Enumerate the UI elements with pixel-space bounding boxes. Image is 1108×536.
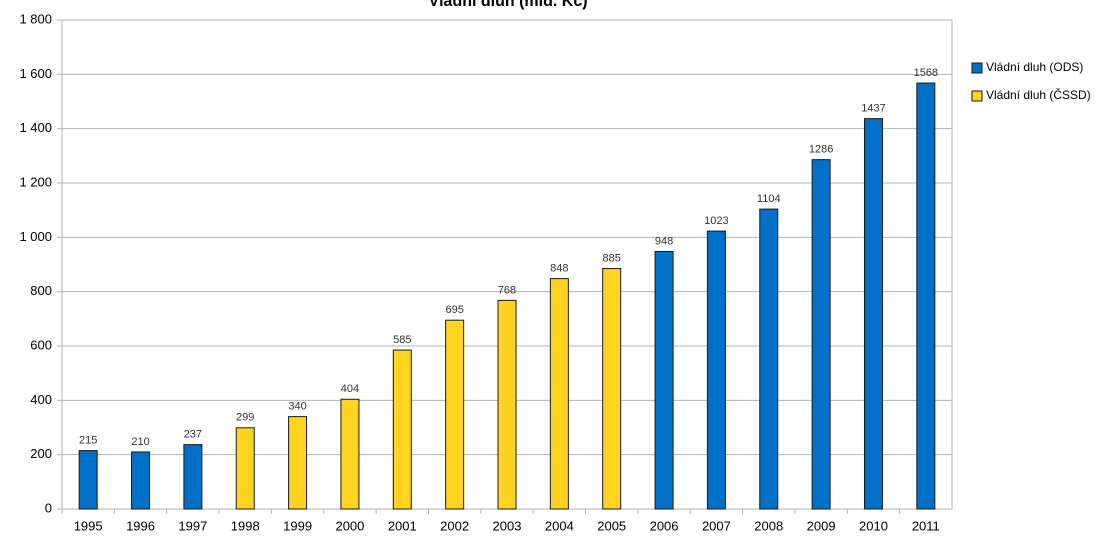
bar (759, 208, 779, 510)
bar (497, 299, 517, 510)
legend-swatch (971, 62, 983, 74)
x-tick-label: 2006 (650, 518, 679, 533)
bar (78, 450, 98, 510)
legend-swatch (971, 90, 983, 102)
data-label: 1568 (914, 67, 938, 79)
y-tick-label: 800 (30, 283, 52, 298)
x-tick-label: 1995 (74, 518, 103, 533)
data-label: 1286 (809, 144, 833, 156)
bar (445, 319, 465, 510)
x-tick-label: 1999 (283, 518, 312, 533)
x-tick-label: 2005 (597, 518, 626, 533)
bar (654, 250, 674, 510)
y-tick-label: 1 600 (19, 66, 52, 81)
data-label: 237 (184, 429, 202, 441)
x-tick-label: 2003 (493, 518, 522, 533)
data-label: 299 (236, 412, 254, 424)
x-tick-label: 2002 (440, 518, 469, 533)
data-label: 1104 (757, 193, 781, 205)
data-label: 215 (79, 434, 97, 446)
bar (235, 427, 255, 510)
bar (183, 444, 203, 510)
y-tick-label: 0 (45, 500, 52, 515)
x-tick-label: 1998 (231, 518, 260, 533)
x-tick-label: 1997 (178, 518, 207, 533)
y-tick-label: 1 200 (19, 174, 52, 189)
chart-title: Vládní dluh (mld. Kč) (428, 0, 587, 10)
bar (549, 278, 569, 510)
bar (706, 230, 726, 510)
data-label: 340 (288, 401, 306, 413)
x-tick-label: 2009 (807, 518, 836, 533)
y-tick-label: 200 (30, 446, 52, 461)
x-tick-label: 1996 (126, 518, 155, 533)
data-label: 948 (655, 235, 673, 247)
x-tick-label: 2001 (388, 518, 417, 533)
y-tick-label: 400 (30, 392, 52, 407)
data-label: 1437 (861, 103, 885, 115)
bar (288, 416, 308, 510)
bar (863, 118, 883, 510)
bar (131, 451, 151, 510)
bar (602, 268, 622, 510)
y-tick-label: 600 (30, 337, 52, 352)
bar (811, 159, 831, 510)
x-tick-label: 2007 (702, 518, 731, 533)
data-label: 210 (131, 436, 149, 448)
x-tick-label: 2000 (335, 518, 364, 533)
data-label: 768 (498, 284, 516, 296)
data-label: 885 (603, 252, 621, 264)
legend-label: Vládní dluh (ODS) (986, 60, 1083, 74)
x-tick-label: 2008 (754, 518, 783, 533)
data-label: 848 (550, 263, 568, 275)
y-tick-label: 1 400 (19, 120, 52, 135)
data-label: 695 (445, 304, 463, 316)
data-label: 1023 (704, 215, 728, 227)
bar (340, 398, 360, 510)
x-tick-label: 2010 (859, 518, 888, 533)
data-label: 404 (341, 383, 359, 395)
bar (392, 349, 412, 510)
bar (916, 82, 936, 510)
x-tick-label: 2004 (545, 518, 574, 533)
y-tick-label: 1 000 (19, 229, 52, 244)
y-tick-label: 1 800 (19, 11, 52, 26)
x-tick-label: 2011 (912, 518, 940, 533)
data-label: 585 (393, 334, 411, 346)
legend-label: Vládní dluh (ČSSD) (986, 87, 1091, 102)
